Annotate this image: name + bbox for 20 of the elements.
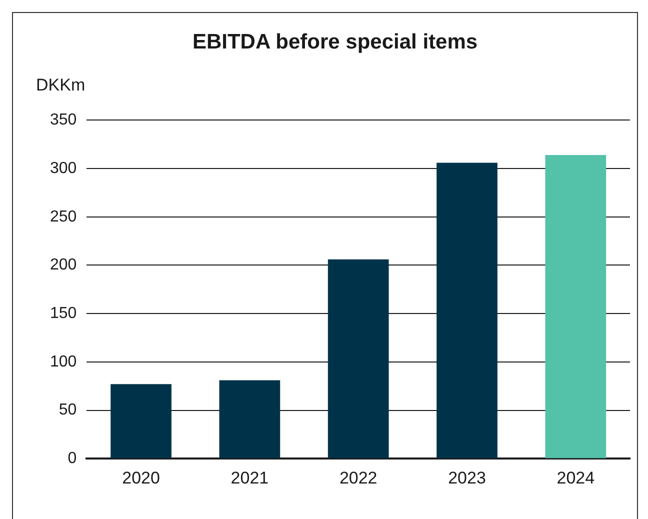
y-tick-label: 50 — [58, 402, 77, 419]
x-tick-label: 2024 — [556, 468, 595, 488]
bar — [545, 155, 606, 458]
bar — [328, 259, 389, 458]
y-tick-label: 300 — [50, 160, 77, 177]
y-tick-label: 350 — [50, 112, 77, 129]
y-axis-title: DKKm — [36, 76, 86, 95]
y-tick-label: 150 — [50, 304, 77, 322]
x-tick-label: 2021 — [230, 468, 269, 488]
bar — [110, 384, 172, 458]
y-tick-label: 200 — [50, 256, 77, 274]
bar — [219, 380, 280, 458]
y-tick-label: 250 — [50, 208, 77, 226]
bar — [436, 162, 498, 458]
y-tick-label: 0 — [68, 450, 77, 468]
y-tick-label: 100 — [50, 353, 77, 370]
x-tick-label: 2020 — [122, 468, 160, 488]
x-tick-label: 2022 — [339, 468, 378, 488]
chart-title: EBITDA before special items — [192, 30, 478, 54]
x-tick-label: 2023 — [448, 468, 486, 488]
